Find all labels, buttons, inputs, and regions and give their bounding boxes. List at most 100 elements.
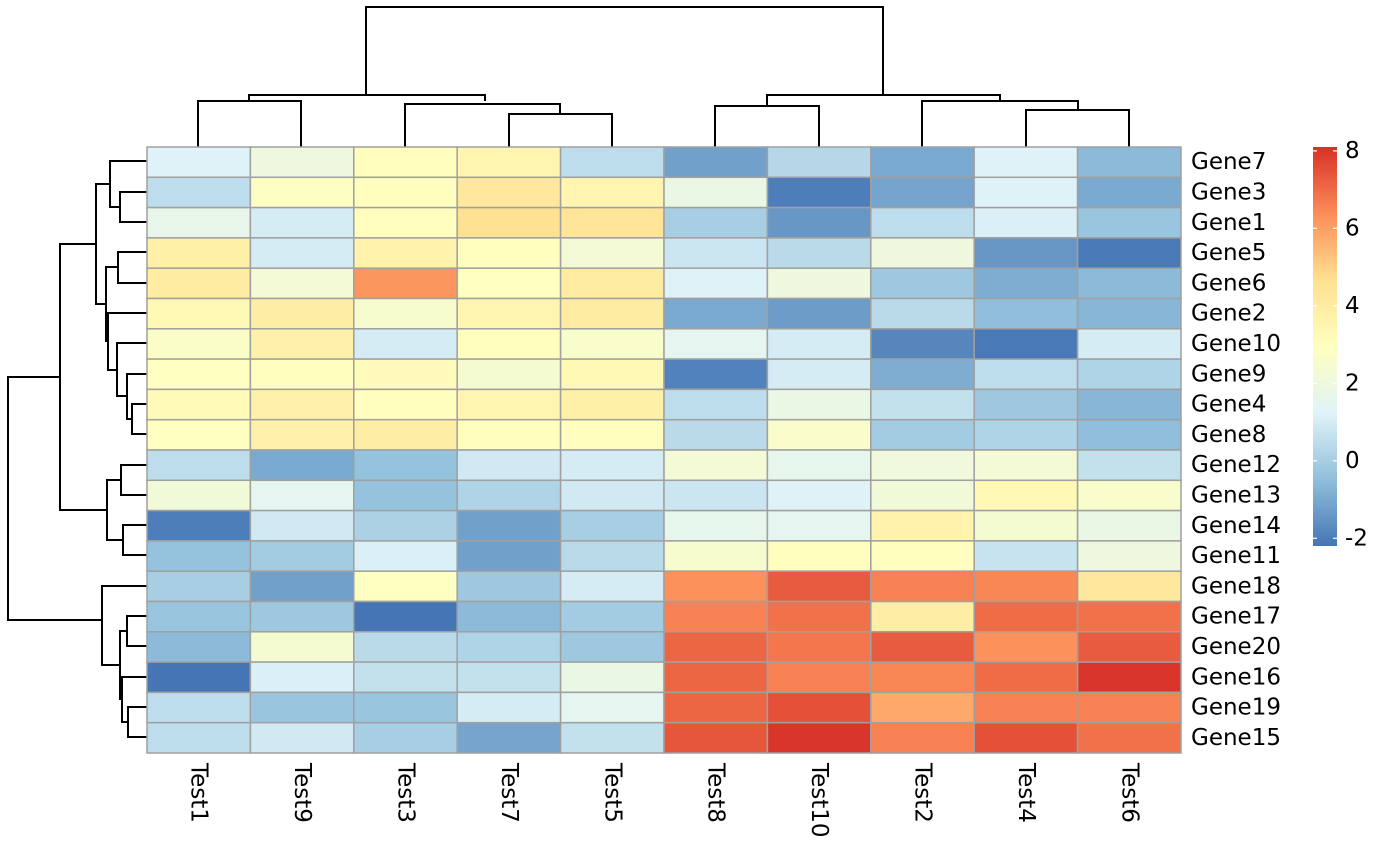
heatmap-cell bbox=[766, 570, 872, 603]
heatmap-cell bbox=[146, 449, 252, 482]
heatmap-cell bbox=[249, 418, 355, 451]
heatmap-cell bbox=[146, 661, 252, 694]
heatmap-cell bbox=[559, 691, 665, 724]
heatmap-cell bbox=[766, 267, 872, 300]
heatmap-cell bbox=[973, 570, 1079, 603]
heatmap-cell bbox=[249, 570, 355, 603]
legend-colorbar bbox=[1313, 147, 1337, 546]
heatmap-cell bbox=[559, 449, 665, 482]
heatmap-cell bbox=[766, 479, 872, 512]
heatmap-cell bbox=[870, 237, 975, 269]
heatmap-cell bbox=[456, 388, 562, 421]
heatmap-cell bbox=[1076, 146, 1182, 179]
heatmap-cell bbox=[973, 388, 1079, 421]
legend-tick-label: 8 bbox=[1345, 138, 1360, 164]
heatmap-cell bbox=[1076, 661, 1182, 694]
heatmap-cell bbox=[353, 267, 458, 300]
heatmap-cell bbox=[249, 600, 355, 633]
heatmap-cell bbox=[559, 206, 665, 239]
heatmap-cell bbox=[559, 146, 665, 179]
heatmap-cell bbox=[1076, 267, 1182, 300]
heatmap-cell bbox=[249, 540, 355, 572]
heatmap-cell bbox=[973, 721, 1079, 754]
heatmap-cell bbox=[146, 297, 252, 330]
heatmap-cell bbox=[249, 358, 355, 391]
heatmap-cell bbox=[559, 479, 665, 512]
heatmap-cell bbox=[146, 570, 252, 603]
heatmap-cell bbox=[249, 479, 355, 512]
row-dendrogram bbox=[7, 160, 147, 738]
heatmap-cell bbox=[456, 297, 562, 330]
heatmap-cell bbox=[766, 721, 872, 754]
heatmap-cell bbox=[1076, 358, 1182, 391]
heatmap-cell bbox=[1076, 297, 1182, 330]
heatmap-cell bbox=[663, 691, 769, 724]
heatmap-cell bbox=[353, 509, 458, 542]
heatmap-cell bbox=[973, 328, 1079, 360]
heatmap-cell bbox=[249, 509, 355, 542]
row-label: Gene7 bbox=[1191, 149, 1266, 175]
heatmap-cell bbox=[146, 267, 252, 300]
heatmap-cell bbox=[559, 388, 665, 421]
column-label: Test8 bbox=[703, 762, 729, 823]
heatmap-cell bbox=[870, 449, 975, 482]
row-label: Gene10 bbox=[1191, 331, 1281, 357]
heatmap-cell bbox=[766, 237, 872, 269]
heatmap-cell bbox=[973, 540, 1079, 572]
heatmap-cell bbox=[353, 328, 458, 360]
heatmap-cell bbox=[663, 661, 769, 694]
heatmap-cell bbox=[559, 297, 665, 330]
heatmap-cell bbox=[766, 509, 872, 542]
heatmap-cell bbox=[456, 418, 562, 451]
heatmap-cell bbox=[456, 237, 562, 269]
heatmap-cell bbox=[249, 146, 355, 179]
color-legend: 8 6 4 2 0 -2 bbox=[1313, 138, 1368, 551]
heatmap-cell bbox=[249, 206, 355, 239]
heatmap-cell bbox=[146, 721, 252, 754]
heatmap-cell bbox=[353, 358, 458, 391]
heatmap-cell bbox=[663, 600, 769, 633]
heatmap-cell bbox=[1076, 479, 1182, 512]
heatmap-cell bbox=[870, 328, 975, 360]
column-label: Test7 bbox=[496, 762, 522, 823]
column-label: Test4 bbox=[1013, 762, 1039, 823]
heatmap-cell bbox=[973, 358, 1079, 391]
heatmap-cell bbox=[973, 631, 1079, 663]
heatmap-cell bbox=[663, 570, 769, 603]
heatmap-cell bbox=[973, 146, 1079, 179]
column-label: Test3 bbox=[393, 762, 419, 823]
heatmap-cell bbox=[559, 237, 665, 269]
heatmap-cell bbox=[663, 267, 769, 300]
heatmap-cell bbox=[1076, 691, 1182, 724]
heatmap-cell bbox=[559, 721, 665, 754]
heatmap-cell bbox=[353, 449, 458, 482]
heatmap-cell bbox=[559, 661, 665, 694]
heatmap-cell bbox=[870, 418, 975, 451]
row-label: Gene16 bbox=[1191, 664, 1281, 690]
heatmap-cell bbox=[249, 388, 355, 421]
heatmap-cell bbox=[146, 540, 252, 572]
heatmap-cell bbox=[146, 631, 252, 663]
row-label: Gene3 bbox=[1191, 179, 1266, 205]
heatmap-cell bbox=[249, 237, 355, 269]
heatmap-cell bbox=[766, 206, 872, 239]
heatmap-cell bbox=[456, 328, 562, 360]
heatmap-cell bbox=[766, 631, 872, 663]
heatmap-cell bbox=[249, 631, 355, 663]
heatmap-cell bbox=[766, 540, 872, 572]
heatmap-cell bbox=[456, 479, 562, 512]
column-label: Test6 bbox=[1116, 762, 1142, 823]
row-label: Gene17 bbox=[1191, 604, 1281, 630]
heatmap-cell bbox=[766, 176, 872, 209]
legend-tick-label: 4 bbox=[1345, 293, 1360, 319]
heatmap-cell bbox=[353, 176, 458, 209]
heatmap-cell bbox=[456, 540, 562, 572]
heatmap-cell bbox=[973, 206, 1079, 239]
heatmap-cell bbox=[663, 297, 769, 330]
heatmap-cell bbox=[973, 297, 1079, 330]
legend-tick-label: 0 bbox=[1345, 448, 1360, 474]
heatmap-cell bbox=[456, 691, 562, 724]
heatmap-cell bbox=[146, 328, 252, 360]
heatmap-cell bbox=[353, 146, 458, 179]
